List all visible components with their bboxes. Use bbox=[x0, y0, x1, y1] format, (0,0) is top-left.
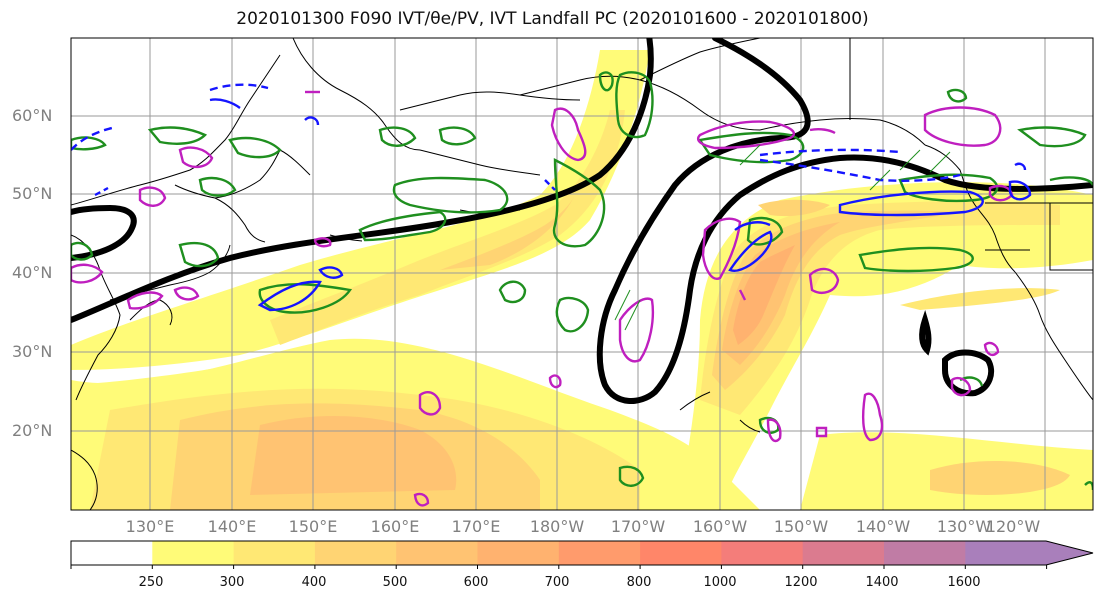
title-text: 2020101300 F090 IVT/θe/PV, IVT Landfall … bbox=[236, 9, 869, 29]
lon-label-170w: 170°W bbox=[610, 517, 666, 536]
colorbar-tick-label: 1200 bbox=[784, 575, 818, 590]
colorbar-tick-label: 250 bbox=[138, 575, 164, 590]
colorbar-segment bbox=[152, 541, 235, 565]
lon-label-140w: 140°W bbox=[855, 517, 911, 536]
colorbar-segment bbox=[965, 541, 1093, 565]
figure-title: 2020101300 F090 IVT/θe/PV, IVT Landfall … bbox=[0, 9, 1105, 29]
colorbar-tick-label: 800 bbox=[626, 575, 652, 590]
map-frame bbox=[70, 37, 1094, 511]
colorbar-segment bbox=[233, 541, 316, 565]
lon-label-130w: 130°W bbox=[936, 517, 992, 536]
lon-label-160e: 160°E bbox=[370, 517, 420, 536]
colorbar-tick-label: 700 bbox=[544, 575, 570, 590]
colorbar-segment bbox=[884, 541, 966, 565]
ivt-shading bbox=[71, 50, 1093, 510]
colorbar-segments bbox=[71, 541, 1093, 565]
colorbar-segment bbox=[558, 541, 641, 565]
pv-negative-contours bbox=[71, 90, 1014, 507]
lon-label-150e: 150°E bbox=[288, 517, 338, 536]
lon-label-150w: 150°W bbox=[773, 517, 829, 536]
lat-label-30n: 30°N bbox=[12, 342, 53, 361]
colorbar-segment bbox=[802, 541, 885, 565]
lon-label-140e: 140°E bbox=[207, 517, 257, 536]
hatch-lines bbox=[614, 144, 951, 331]
lon-label-130e: 130°E bbox=[125, 517, 175, 536]
lat-label-60n: 60°N bbox=[12, 106, 53, 125]
colorbar-tick-label: 400 bbox=[301, 575, 327, 590]
colorbar-segment bbox=[477, 541, 560, 565]
coastlines bbox=[71, 38, 1093, 510]
colorbar-tick-label: 300 bbox=[219, 575, 245, 590]
colorbar-tick-label: 600 bbox=[463, 575, 489, 590]
theta-e-contours bbox=[71, 38, 1093, 405]
colorbar-tick-label: 1600 bbox=[947, 575, 981, 590]
colorbar-outline bbox=[70, 540, 1094, 566]
lon-label-170e: 170°E bbox=[451, 517, 501, 536]
colorbar-segment bbox=[640, 541, 722, 565]
colorbar-segment bbox=[396, 541, 478, 565]
lon-label-180w: 180°W bbox=[529, 517, 585, 536]
lon-label-120w: 120°W bbox=[985, 517, 1041, 536]
colorbar-segment bbox=[71, 541, 153, 565]
landfall-pc-contours bbox=[71, 83, 1032, 312]
lat-label-40n: 40°N bbox=[12, 263, 53, 282]
lon-label-160w: 160°W bbox=[692, 517, 748, 536]
colorbar-tick-label: 1400 bbox=[865, 575, 899, 590]
pv-positive-contours bbox=[71, 71, 1093, 491]
lat-label-20n: 20°N bbox=[12, 421, 53, 440]
colorbar-segment bbox=[721, 541, 804, 565]
colorbar-segment bbox=[314, 541, 397, 565]
colorbar-tick-label: 500 bbox=[382, 575, 408, 590]
colorbar-ticks bbox=[70, 565, 1048, 569]
lat-label-50n: 50°N bbox=[12, 184, 53, 203]
colorbar-tick-label: 1000 bbox=[703, 575, 737, 590]
